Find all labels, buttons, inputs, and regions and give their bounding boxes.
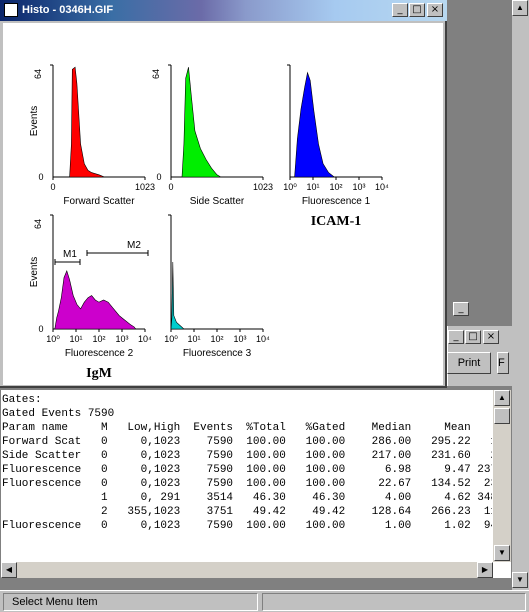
x-axis-label: Fluorescence 1 — [302, 196, 371, 207]
y-axis-label: Events — [29, 257, 40, 288]
x-tick-label: 10¹ — [306, 182, 319, 192]
f-button[interactable]: F — [497, 352, 509, 374]
close-icon[interactable]: × — [427, 3, 443, 17]
x-tick-label: 10⁴ — [375, 182, 389, 192]
app-icon — [4, 3, 18, 17]
x-tick-label: 10⁰ — [283, 182, 297, 192]
x-tick-label: 10¹ — [187, 334, 200, 344]
x-axis-label: Fluorescence 3 — [183, 348, 252, 359]
minimize-icon-behind[interactable]: _ — [453, 302, 469, 316]
histogram-series — [181, 67, 222, 178]
x-tick-label: 0 — [50, 182, 55, 192]
y-axis-label: Events — [29, 106, 40, 137]
x-tick-label: 10³ — [233, 334, 246, 344]
stats-row: Side Scatter 0 0,1023 7590 100.00 100.00… — [2, 450, 492, 462]
window-title: Histo - 0346H.GIF — [22, 4, 114, 16]
x-tick-label: 10³ — [352, 182, 365, 192]
stats-text: Gates: Gated Events 7590 Param name M Lo… — [2, 393, 492, 565]
x-tick-label: 10³ — [115, 334, 128, 344]
y-min-tick-label: 0 — [38, 172, 43, 182]
marker-m2-label: M2 — [127, 240, 141, 251]
stats-scroll-up-icon[interactable]: ▲ — [494, 390, 510, 406]
status-bar: Select Menu Item — [0, 590, 529, 612]
stats-scroll-right-icon[interactable]: ▶ — [477, 562, 493, 578]
stats-vertical-scrollbar[interactable]: ▲ ▼ — [493, 390, 511, 562]
histogram-series — [54, 270, 137, 330]
stats-scroll-down-icon[interactable]: ▼ — [494, 545, 510, 561]
maximize-icon[interactable]: □ — [409, 3, 425, 17]
mdi-vertical-scrollbar[interactable]: ▲ ▼ — [512, 0, 529, 590]
y-max-tick-label: 64 — [33, 69, 43, 79]
status-text: Select Menu Item — [3, 593, 258, 611]
x-tick-label: 10⁰ — [46, 334, 60, 344]
x-axis-label: Fluorescence 2 — [65, 348, 134, 359]
histogram-canvas: 64 0 Events 0 1023 Forward Scatter 64 0 0 1023 Sid… — [3, 23, 443, 385]
histo-title-bar[interactable]: Histo - 0346H.GIF _ □ × — [0, 0, 447, 21]
x-tick-label: 10⁴ — [138, 334, 152, 344]
gates-label: Gates: — [2, 394, 42, 406]
stats-scroll-thumb[interactable] — [494, 408, 510, 424]
stats-row: Fluorescence 0 0,1023 7590 100.00 100.00… — [2, 478, 492, 490]
y-min-tick-label: 0 — [156, 172, 161, 182]
minimize-icon[interactable]: _ — [392, 3, 408, 17]
print-button[interactable]: Print — [447, 352, 491, 374]
x-tick-label: 1023 — [253, 182, 273, 192]
gated-events: Gated Events 7590 — [2, 408, 115, 420]
stats-horizontal-scrollbar[interactable]: ◀ ▶ — [1, 562, 493, 578]
stats-scroll-left-icon[interactable]: ◀ — [1, 562, 17, 578]
histogram-series — [170, 261, 185, 330]
maximize-icon-2[interactable]: □ — [465, 330, 481, 344]
x-tick-label: 10² — [210, 334, 223, 344]
x-tick-label: 10¹ — [69, 334, 82, 344]
minimize-icon-2[interactable]: _ — [448, 330, 464, 344]
stats-row: Fluorescence 0 0,1023 7590 100.00 100.00… — [2, 464, 492, 476]
stats-header: Param name M Low,High Events %Total %Gat… — [2, 422, 492, 434]
stats-row: 2 355,1023 3751 49.42 49.42 128.64 266.2… — [2, 506, 492, 518]
x-axis-label: Side Scatter — [190, 196, 245, 207]
histogram-series — [294, 71, 336, 178]
plot-annotation: IgM — [86, 366, 112, 381]
close-icon-2[interactable]: × — [483, 330, 499, 344]
plot-annotation: ICAM-1 — [311, 214, 362, 229]
stats-row: Forward Scat 0 0,1023 7590 100.00 100.00… — [2, 436, 492, 448]
scroll-up-icon[interactable]: ▲ — [512, 0, 528, 16]
stats-row: 1 0, 291 3514 46.30 46.30 4.00 4.62 3488… — [2, 492, 492, 504]
y-min-tick-label: 0 — [38, 324, 43, 334]
status-pane-2 — [262, 593, 526, 611]
stats-row: Fluorescence 0 0,1023 7590 100.00 100.00… — [2, 520, 492, 532]
histogram-series — [69, 66, 105, 178]
stats-text-panel: Gates: Gated Events 7590 Param name M Lo… — [0, 389, 512, 579]
x-tick-label: 10⁰ — [164, 334, 178, 344]
x-tick-label: 10² — [92, 334, 105, 344]
marker-m1-label: M1 — [63, 249, 77, 260]
scroll-down-icon[interactable]: ▼ — [512, 572, 528, 588]
x-tick-label: 0 — [168, 182, 173, 192]
y-max-tick-label: 64 — [33, 219, 43, 229]
x-tick-label: 10² — [329, 182, 342, 192]
x-axis-label: Forward Scatter — [63, 196, 135, 207]
x-tick-label: 1023 — [135, 182, 155, 192]
y-max-tick-label: 64 — [151, 69, 161, 79]
histo-window: Histo - 0346H.GIF _ □ × 64 0 Events 0 1023 Fo… — [0, 0, 447, 388]
x-tick-label: 10⁴ — [256, 334, 270, 344]
